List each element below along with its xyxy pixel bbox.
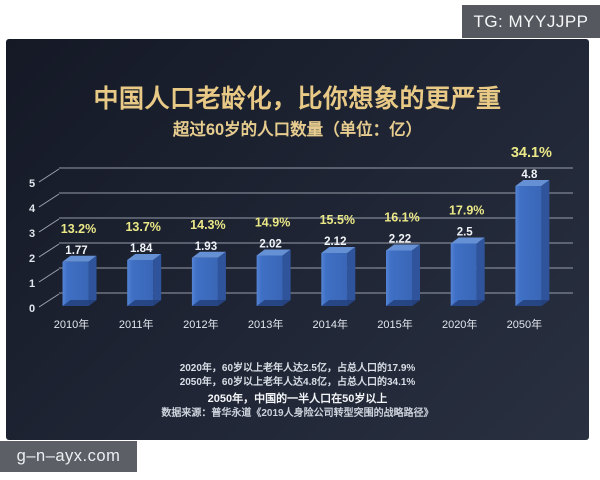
bar-top-face — [256, 249, 291, 256]
bar-front-face — [127, 260, 154, 306]
bar-group-2015年 — [386, 244, 420, 306]
annotation-line-1: 2020年，60岁以上老年人达2.5亿，占总人口的17.9% — [179, 363, 416, 374]
bar-side-face — [347, 247, 356, 306]
bar-base-shadow — [515, 300, 550, 306]
bar-base-shadow — [256, 300, 291, 306]
chart-subtitle: 超过60岁的人口数量（单位：亿） — [172, 121, 423, 139]
y-axis-tick-3 — [38, 218, 60, 233]
y-axis-tick-5 — [38, 168, 60, 183]
bar-front-face — [450, 243, 477, 306]
bar-side-face — [153, 254, 162, 306]
bar-side-face — [476, 237, 485, 306]
bar-percent-label: 13.2% — [61, 222, 96, 236]
bar-front-face — [191, 257, 218, 306]
bar-value-label: 2.22 — [389, 234, 411, 246]
x-axis-label: 2012年 — [183, 317, 218, 331]
bar-base-shadow — [62, 300, 97, 306]
bar-percent-label: 14.3% — [190, 218, 225, 232]
bar-chart: 0 1 2 3 4 5 1.77 13.2% 2010年 1.84 13.7% 2011年 1.93 14… — [29, 145, 573, 331]
x-axis-label: 2011年 — [119, 317, 154, 331]
bar-percent-label: 15.5% — [320, 213, 355, 227]
watermark-telegram-text: TG: MYYJJPP — [473, 11, 589, 31]
bar-value-label: 2.02 — [259, 239, 281, 251]
x-axis-label: 2013年 — [248, 317, 283, 331]
bar-front-face — [515, 186, 542, 306]
bar-base-shadow — [321, 300, 356, 306]
x-axis-label: 2010年 — [54, 317, 89, 331]
bar-group-2010年 — [62, 255, 97, 306]
x-axis-label: 2015年 — [377, 317, 412, 331]
annotation-line-2: 2050年，60岁以上老年人达4.8亿，占总人口的34.1% — [179, 377, 416, 388]
x-axis-label: 2050年 — [507, 317, 542, 331]
bar-side-face — [217, 251, 226, 306]
x-axis-label: 2020年 — [442, 317, 477, 331]
bar-base-shadow — [127, 300, 162, 306]
bar-group-2013年 — [256, 249, 291, 306]
bar-top-face — [321, 247, 356, 253]
annotation-line-3: 2050年，中国的一半人口在50岁以上 — [207, 393, 388, 405]
y-axis-tick-4 — [38, 193, 60, 208]
y-axis-tick-1 — [38, 268, 60, 283]
bar-base-shadow — [191, 300, 226, 306]
watermark-telegram-badge: TG: MYYJJPP — [462, 5, 600, 38]
bar-value-label: 2.12 — [324, 236, 346, 248]
bar-percent-label: 16.1% — [384, 211, 419, 225]
bar-percent-label: 14.9% — [255, 216, 290, 230]
y-axis-label-4: 4 — [29, 203, 36, 215]
bar-group-2020年 — [450, 237, 485, 306]
y-axis-tick-0 — [38, 293, 60, 308]
bar-top-face — [515, 180, 550, 186]
bar-group-2050年 — [515, 180, 550, 306]
bar-front-face — [62, 261, 89, 306]
bar-top-face — [62, 255, 97, 262]
bar-group-2014年 — [321, 247, 356, 306]
bar-top-face — [127, 254, 162, 260]
bar-value-label: 1.84 — [130, 243, 153, 255]
bar-percent-label: 17.9% — [449, 204, 484, 218]
y-axis-label-3: 3 — [29, 228, 35, 240]
chart-panel: 中国人口老龄化，比你想象的更严重 超过60岁的人口数量（单位：亿） 0 1 2 3 4 5… — [6, 39, 589, 440]
bar-top-face — [191, 251, 226, 258]
y-axis-label-2: 2 — [29, 253, 35, 265]
bar-percent-label: 13.7% — [125, 220, 160, 234]
bar-side-face — [541, 180, 550, 306]
bar-top-face — [386, 244, 420, 251]
bar-base-shadow — [386, 300, 420, 306]
bar-front-face — [386, 250, 412, 306]
bar-value-label: 4.8 — [521, 169, 538, 181]
chart-title: 中国人口老龄化，比你想象的更严重 — [93, 85, 502, 113]
bar-side-face — [412, 244, 420, 306]
bar-top-face — [450, 237, 485, 244]
bar-value-label: 1.93 — [195, 241, 217, 253]
watermark-site-badge: g–n–ayx.com — [0, 441, 137, 472]
y-axis-label-0: 0 — [29, 303, 35, 315]
bar-front-face — [321, 253, 348, 306]
annotation-source-line: 数据来源：普华永道《2019人身险公司转型突围的战略路径》 — [161, 408, 434, 419]
bar-base-shadow — [450, 300, 485, 306]
bar-side-face — [282, 249, 291, 306]
y-axis-tick-2 — [38, 243, 60, 258]
bar-side-face — [88, 255, 97, 306]
bar-value-label: 2.5 — [457, 227, 474, 239]
bar-front-face — [256, 255, 283, 306]
bar-group-2012年 — [191, 251, 226, 306]
y-axis-label-1: 1 — [29, 278, 35, 290]
bar-group-2011年 — [127, 254, 162, 306]
watermark-site-text: g–n–ayx.com — [16, 447, 121, 465]
bar-value-label: 1.77 — [65, 245, 87, 257]
y-axis-label-5: 5 — [29, 178, 35, 190]
x-axis-label: 2014年 — [313, 317, 348, 331]
bar-percent-label: 34.1% — [511, 145, 552, 161]
